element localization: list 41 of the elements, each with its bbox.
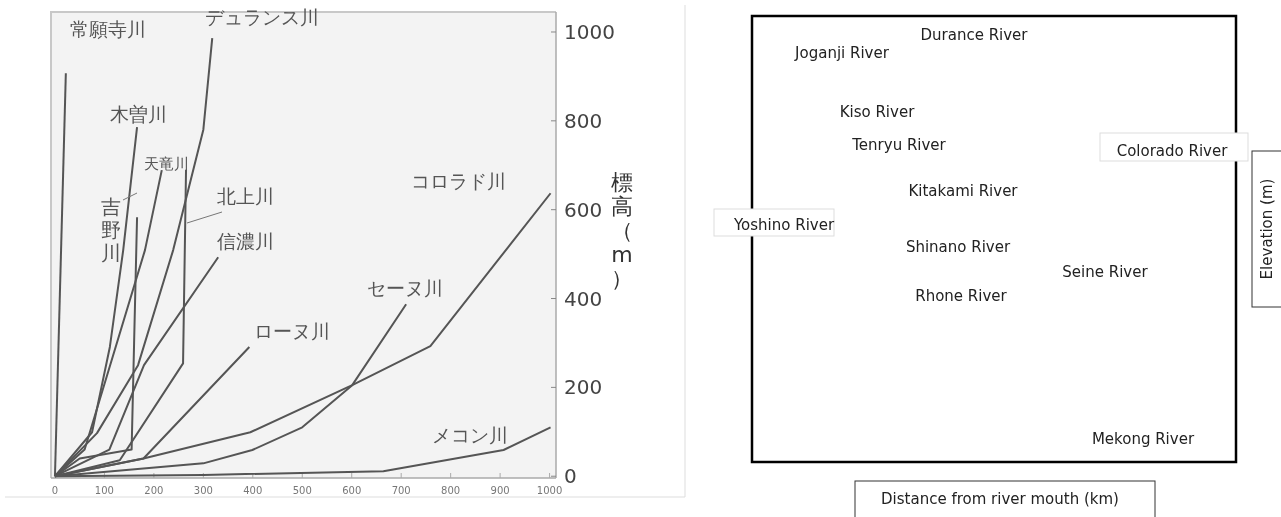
series-label: セーヌ川 — [367, 277, 443, 299]
series-label: メコン川 — [432, 424, 508, 446]
text: Elevation (m) — [1258, 178, 1276, 280]
x-tick-label: 900 — [490, 485, 510, 496]
x-tick-label: 500 — [292, 485, 312, 496]
series-label: ローヌ川 — [254, 320, 330, 342]
text: Rhone River — [915, 287, 1008, 305]
y-tick-label: 800 — [564, 108, 603, 133]
text: Yoshino River — [732, 216, 835, 234]
text: Mekong River — [1091, 430, 1195, 448]
series-label: 常願寺川 — [70, 18, 146, 40]
x-tick-label: 200 — [144, 485, 164, 496]
series-label: 天竜川 — [143, 155, 189, 173]
x-tick-label: 700 — [391, 485, 411, 496]
x-tick-label: 300 — [193, 485, 213, 496]
series-label: 吉野川 — [101, 195, 121, 265]
series-label: デュランス川 — [205, 6, 319, 28]
x-tick-label: 600 — [342, 485, 362, 496]
series-label: 北上川 — [216, 185, 274, 207]
text: Colorado River — [1116, 142, 1229, 160]
x-tick-label: 1000 — [536, 485, 563, 496]
text: Seine River — [1062, 263, 1149, 281]
x-tick-label: 0 — [51, 485, 59, 496]
y-tick-label: 600 — [564, 197, 603, 222]
text: Kitakami River — [908, 182, 1019, 200]
y-axis-title: 標高（m） — [611, 170, 633, 291]
text: Tenryu River — [851, 136, 947, 154]
y-tick-label: 1000 — [564, 19, 615, 44]
y-tick-label: 400 — [564, 286, 603, 311]
series-label: コロラド川 — [410, 170, 506, 192]
series-label: 信濃川 — [216, 230, 274, 252]
y-tick-label: 200 — [564, 375, 603, 400]
text: Distance from river mouth (km) — [881, 490, 1119, 508]
text: Shinano River — [905, 238, 1011, 256]
text: Kiso River — [839, 103, 916, 121]
series-label: 木曽川 — [109, 103, 167, 125]
x-tick-label: 400 — [243, 485, 263, 496]
text: Joganji River — [794, 44, 890, 62]
text: Durance River — [920, 26, 1029, 44]
x-tick-label: 100 — [94, 485, 114, 496]
x-tick-label: 800 — [441, 485, 461, 496]
